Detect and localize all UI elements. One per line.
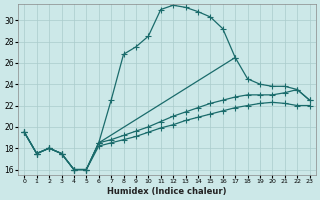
X-axis label: Humidex (Indice chaleur): Humidex (Indice chaleur)	[107, 187, 227, 196]
